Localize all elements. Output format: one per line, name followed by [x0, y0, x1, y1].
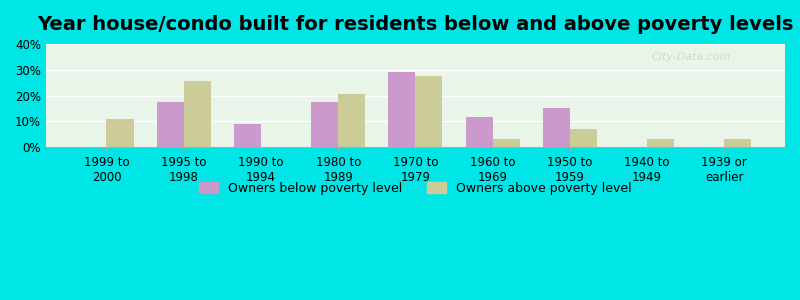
- Bar: [106, 119, 134, 147]
- Bar: [388, 72, 415, 147]
- Title: Year house/condo built for residents below and above poverty levels: Year house/condo built for residents bel…: [38, 15, 794, 34]
- Bar: [338, 94, 366, 147]
- Bar: [234, 124, 261, 147]
- Bar: [647, 140, 674, 147]
- Bar: [724, 140, 751, 147]
- Text: City-Data.com: City-Data.com: [652, 52, 731, 62]
- Bar: [157, 102, 184, 147]
- Bar: [311, 102, 338, 147]
- Bar: [543, 108, 570, 147]
- Bar: [570, 129, 597, 147]
- Bar: [415, 76, 442, 147]
- Bar: [466, 117, 493, 147]
- Legend: Owners below poverty level, Owners above poverty level: Owners below poverty level, Owners above…: [199, 182, 632, 195]
- Bar: [184, 81, 210, 147]
- Bar: [493, 140, 520, 147]
